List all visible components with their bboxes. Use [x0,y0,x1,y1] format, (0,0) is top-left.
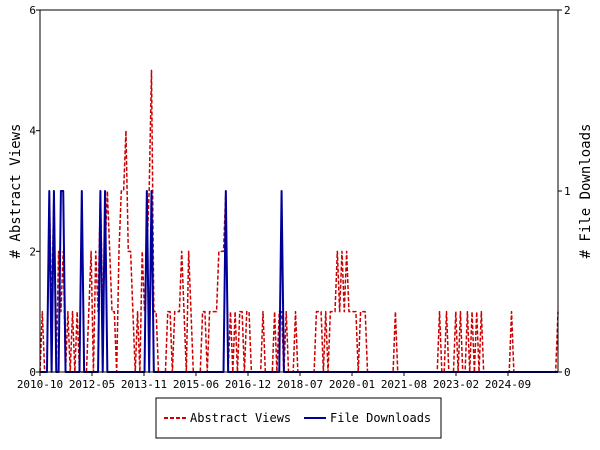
x-tick-label: 2012-05 [69,378,115,391]
legend: Abstract Views File Downloads [155,397,442,439]
y-right-tick-label: 0 [564,366,571,379]
x-tick-label: 2015-06 [173,378,219,391]
y-right-ticks: 0 1 2 [558,4,571,379]
x-tick-label: 2016-12 [225,378,271,391]
y-left-axis-title: # Abstract Views [8,124,24,259]
x-tick-label: 2010-10 [17,378,63,391]
series-line-abstract-views [39,69,559,373]
y-right-axis-title: # File Downloads [578,124,594,259]
y-right-tick-label: 2 [564,4,571,17]
y-left-tick-label: 2 [29,245,36,258]
legend-label-abstract-views: Abstract Views [190,411,291,425]
y-left-tick-label: 6 [29,4,36,17]
y-left-ticks: 0 2 4 6 [29,4,40,379]
legend-label-file-downloads: File Downloads [330,411,431,425]
y-left-tick-label: 0 [29,366,36,379]
y-left-tick-label: 4 [29,125,36,138]
x-tick-label: 2021-08 [381,378,427,391]
x-tick-label: 2013-11 [121,378,167,391]
x-tick-label: 2018-07 [277,378,323,391]
x-ticks: 2010-10 2012-05 2013-11 2015-06 2016-12 2018-… [17,372,531,391]
y-right-tick-label: 1 [564,185,571,198]
x-tick-label: 2020-01 [329,378,375,391]
plot-lines [39,69,559,373]
x-tick-label: 2023-02 [433,378,479,391]
legend-box [155,397,442,439]
x-tick-label: 2024-09 [485,378,531,391]
